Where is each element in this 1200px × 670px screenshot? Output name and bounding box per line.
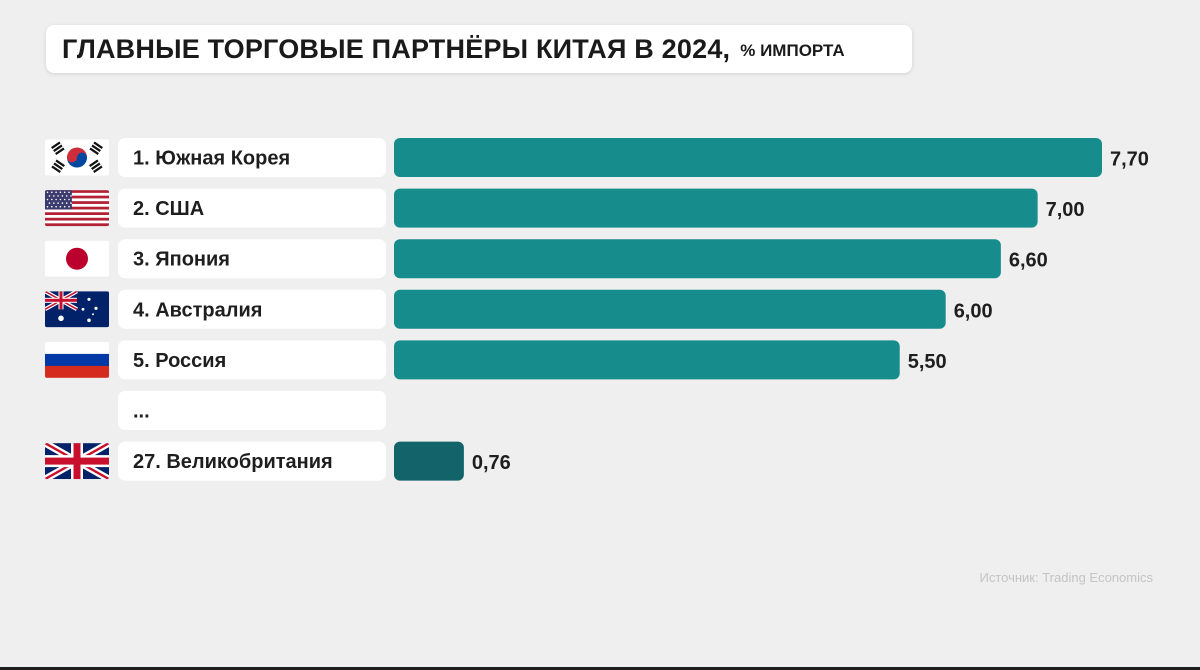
chart-row: 2. США 7,00	[45, 188, 1085, 228]
chart-row: 5. Россия 5,50	[45, 340, 947, 380]
chart-row: 3. Япония 6,60	[45, 239, 1048, 279]
bar	[394, 138, 1102, 177]
russia-flag	[45, 341, 109, 378]
japan-flag	[45, 240, 109, 277]
row-label-box	[118, 391, 386, 430]
row-label: 1. Южная Корея	[133, 148, 290, 170]
row-label-box	[118, 441, 386, 481]
row-label: 5. Россия	[133, 350, 226, 372]
chart-row: 4. Австралия 6,00	[45, 289, 993, 329]
row-label: ...	[133, 401, 150, 423]
bar	[394, 188, 1038, 228]
bottom-divider	[0, 667, 1200, 670]
bar-value-label: 6,60	[1009, 250, 1048, 272]
bar-value-label: 6,00	[954, 300, 993, 322]
bar	[394, 239, 1001, 279]
chart-title-box: ГЛАВНЫЕ ТОРГОВЫЕ ПАРТНЁРЫ КИТАЯ В 2024, …	[46, 25, 912, 73]
bar-value-label: 7,70	[1110, 149, 1149, 171]
bar	[394, 340, 900, 380]
bar	[394, 441, 464, 481]
row-label: 4. Австралия	[133, 299, 262, 321]
bar-value-label: 0,76	[472, 452, 511, 474]
bar-value-label: 7,00	[1046, 199, 1085, 221]
row-label-box	[118, 289, 386, 329]
row-label: 2. США	[133, 198, 204, 220]
chart-row: 1. Южная Корея 7,70	[45, 138, 1149, 177]
south-korea-flag	[45, 139, 109, 176]
chart-row: 27. Великобритания 0,76	[45, 441, 511, 481]
source-note: Источник: Trading Economics	[979, 570, 1153, 585]
row-label: 3. Япония	[133, 249, 230, 271]
chart-title: ГЛАВНЫЕ ТОРГОВЫЕ ПАРТНЁРЫ КИТАЯ В 2024,	[62, 33, 731, 64]
chart-row: ...	[118, 391, 386, 430]
row-label-box	[118, 138, 386, 177]
usa-flag	[45, 190, 109, 227]
bar	[394, 289, 946, 329]
chart-unit: % ИМПОРТА	[740, 41, 845, 60]
row-label-box	[118, 188, 386, 228]
uk-flag	[45, 443, 109, 480]
bar-value-label: 5,50	[908, 351, 947, 373]
row-label-box	[118, 239, 386, 279]
row-label: 27. Великобритания	[133, 451, 333, 473]
row-label-box	[118, 340, 386, 380]
australia-flag	[45, 291, 109, 328]
